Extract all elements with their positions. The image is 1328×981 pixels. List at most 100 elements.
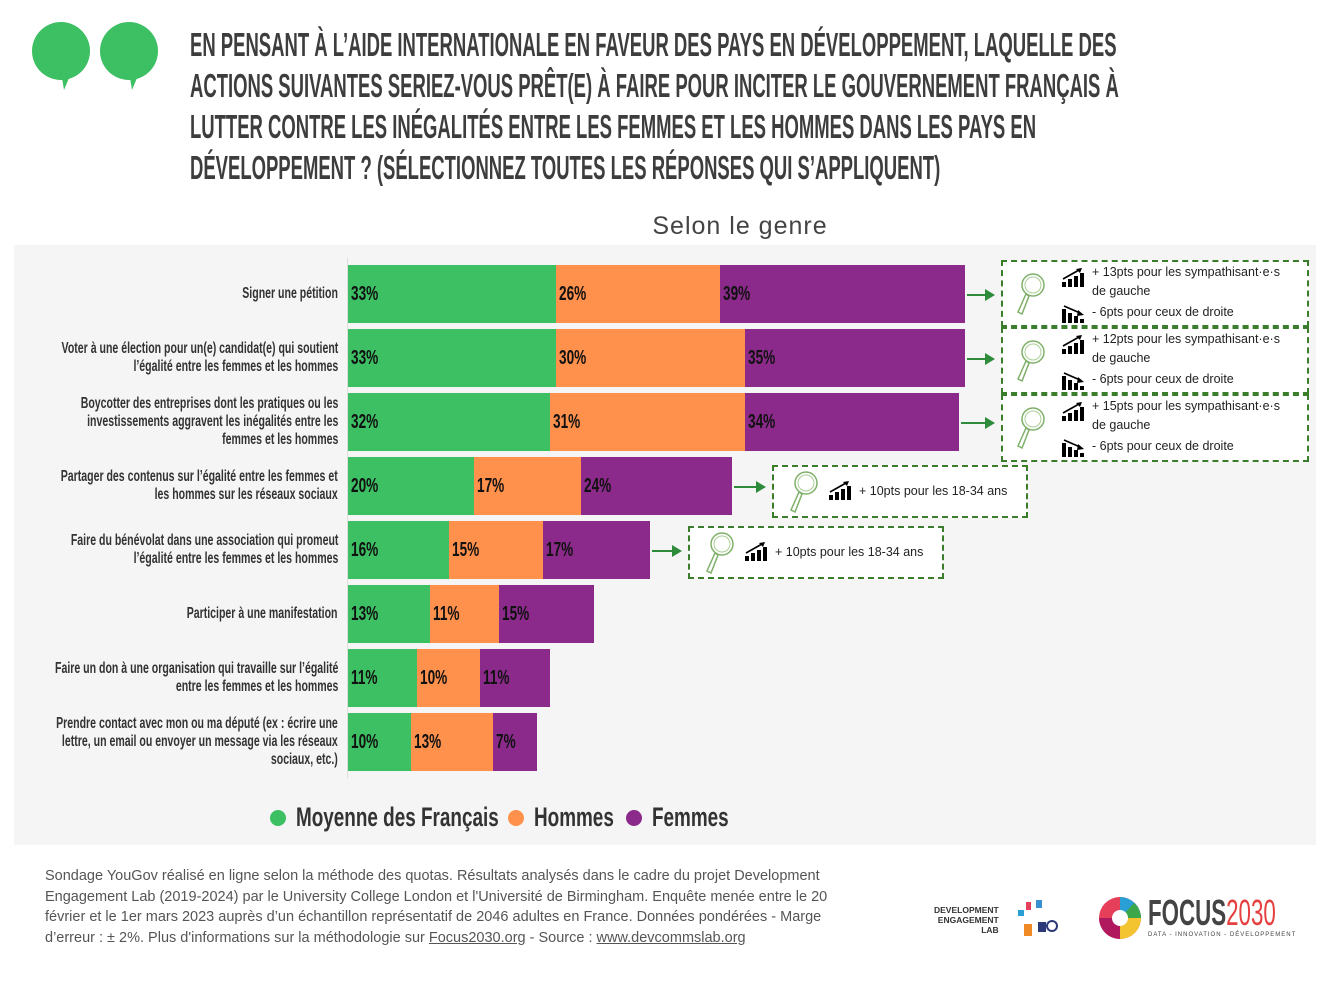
data-label: 33% <box>351 347 379 369</box>
trend-up-icon <box>1061 335 1085 355</box>
data-label: 32% <box>351 411 379 433</box>
legend-swatch <box>626 809 642 826</box>
focus-logo-text: FOCUS <box>1148 892 1227 933</box>
bar-segment-moyenne <box>348 649 418 707</box>
bar-segment-moyenne <box>348 457 474 515</box>
bar-segment-hommes <box>417 649 481 707</box>
chart-subtitle: Selon le genre <box>652 212 828 240</box>
category-label: Signer une pétition <box>242 285 338 302</box>
data-label: 7% <box>495 731 516 753</box>
del-logo-icon <box>1018 900 1058 936</box>
data-label: 33% <box>351 283 379 305</box>
focus-logo-wordmark: FOCUS2030 <box>1148 894 1276 932</box>
magnifier-icon <box>788 470 818 516</box>
focus-logo-tagline: DATA - INNOVATION - DÉVELOPPEMENT <box>1148 932 1297 938</box>
callout-text: - 6pts pour ceux de droite <box>1092 439 1234 453</box>
insight-callout: + 12pts pour les sympathisant·e·s de gau… <box>1001 327 1309 394</box>
trend-down-icon <box>1061 438 1085 458</box>
bar-segment-hommes <box>474 457 582 515</box>
bar-segment-femmes <box>543 521 651 579</box>
bar-segment-hommes <box>555 329 745 387</box>
trend-up-icon <box>744 542 768 562</box>
insight-callout: + 10pts pour les 18-34 ans <box>688 526 944 579</box>
insight-callout: + 13pts pour les sympathisant·e·s de gau… <box>1001 260 1309 327</box>
bar-segment-femmes <box>719 265 966 323</box>
category-label: Faire un don à une organisation qui trav… <box>54 660 338 695</box>
y-axis-line <box>347 258 348 778</box>
insight-callout: + 10pts pour les 18-34 ans <box>772 465 1028 518</box>
bar-segment-femmes <box>581 457 733 515</box>
data-label: 35% <box>747 347 776 369</box>
callout-text: de gauche <box>1092 351 1151 365</box>
data-label: 16% <box>351 539 379 561</box>
trend-up-icon <box>828 481 852 501</box>
magnifier-icon <box>1015 339 1045 385</box>
callout-text: + 15pts pour les sympathisant·e·s <box>1092 399 1280 413</box>
data-label: 11% <box>483 667 510 689</box>
callout-text: + 12pts pour les sympathisant·e·s <box>1092 332 1280 346</box>
bar-segment-hommes <box>429 585 500 643</box>
bar-segment-moyenne <box>348 329 556 387</box>
data-label: 13% <box>351 603 379 625</box>
category-label: Boycotter des entreprises dont les prati… <box>80 395 338 448</box>
bar-segment-hommes <box>549 393 745 451</box>
data-label: 39% <box>722 283 750 305</box>
data-label: 20% <box>351 475 379 497</box>
callout-text: + 10pts pour les 18-34 ans <box>775 545 924 559</box>
data-label: 10% <box>420 667 448 689</box>
legend-item-femmes: Femmes <box>626 802 732 833</box>
legend-swatch <box>270 809 286 826</box>
data-label: 24% <box>584 475 612 497</box>
insight-callout: + 15pts pour les sympathisant·e·s de gau… <box>1001 394 1309 462</box>
data-label: 26% <box>558 283 587 305</box>
footer-text: Sondage YouGov réalisé en ligne selon la… <box>45 868 828 947</box>
focus-logo-year: 2030 <box>1226 892 1276 933</box>
data-label: 30% <box>558 347 587 369</box>
bar-segment-hommes <box>555 265 720 323</box>
bar-segment-moyenne <box>348 265 556 323</box>
callout-text: - 6pts pour ceux de droite <box>1092 372 1234 386</box>
data-label: 13% <box>414 731 442 753</box>
category-label: Faire du bénévolat dans une association … <box>70 532 338 567</box>
legend-label: Moyenne des Français <box>296 802 499 832</box>
data-label: 31% <box>552 411 580 433</box>
legend: Moyenne des Français Hommes Femmes <box>270 802 744 833</box>
magnifier-icon <box>704 531 734 577</box>
callout-text: de gauche <box>1092 284 1151 298</box>
data-label: 34% <box>747 411 776 433</box>
data-label: 17% <box>477 475 505 497</box>
data-label: 11% <box>432 603 460 625</box>
callout-arrow <box>961 417 995 429</box>
callout-text: de gauche <box>1092 418 1151 432</box>
data-label: 17% <box>546 539 574 561</box>
magnifier-icon <box>1015 406 1045 452</box>
callout-arrow <box>734 481 766 493</box>
legend-swatch <box>508 809 524 826</box>
bar-segment-femmes <box>744 393 960 451</box>
quote-mark-icon <box>100 22 158 90</box>
footer-methodology: Sondage YouGov réalisé en ligne selon la… <box>45 866 845 949</box>
trend-down-icon <box>1061 304 1085 324</box>
focus2030-link[interactable]: Focus2030.org <box>428 930 526 947</box>
quote-mark-icon <box>32 22 90 90</box>
bar-segment-femmes <box>492 713 537 771</box>
callout-arrow <box>967 353 995 365</box>
callout-text: + 10pts pour les 18-34 ans <box>859 484 1008 498</box>
bar-segment-femmes <box>499 585 594 643</box>
magnifier-icon <box>1015 272 1045 318</box>
focus2030-aperture-icon <box>1099 897 1141 939</box>
data-label: 11% <box>351 667 378 689</box>
data-label: 10% <box>351 731 379 753</box>
legend-item-hommes: Hommes <box>508 802 614 833</box>
bar-segment-moyenne <box>348 393 550 451</box>
page-title: EN PENSANT À L’AIDE INTERNATIONALE EN FA… <box>190 26 1119 186</box>
legend-label: Hommes <box>534 802 614 832</box>
trend-up-icon <box>1061 402 1085 422</box>
callout-arrow <box>652 545 682 557</box>
callout-text: + 13pts pour les sympathisant·e·s <box>1092 265 1280 279</box>
bar-segment-moyenne <box>348 585 430 643</box>
devcommslab-link[interactable]: www.devcommslab.org <box>596 930 746 947</box>
category-label: Partager des contenus sur l’égalité entr… <box>60 468 338 503</box>
legend-item-moyenne: Moyenne des Français <box>270 802 499 833</box>
